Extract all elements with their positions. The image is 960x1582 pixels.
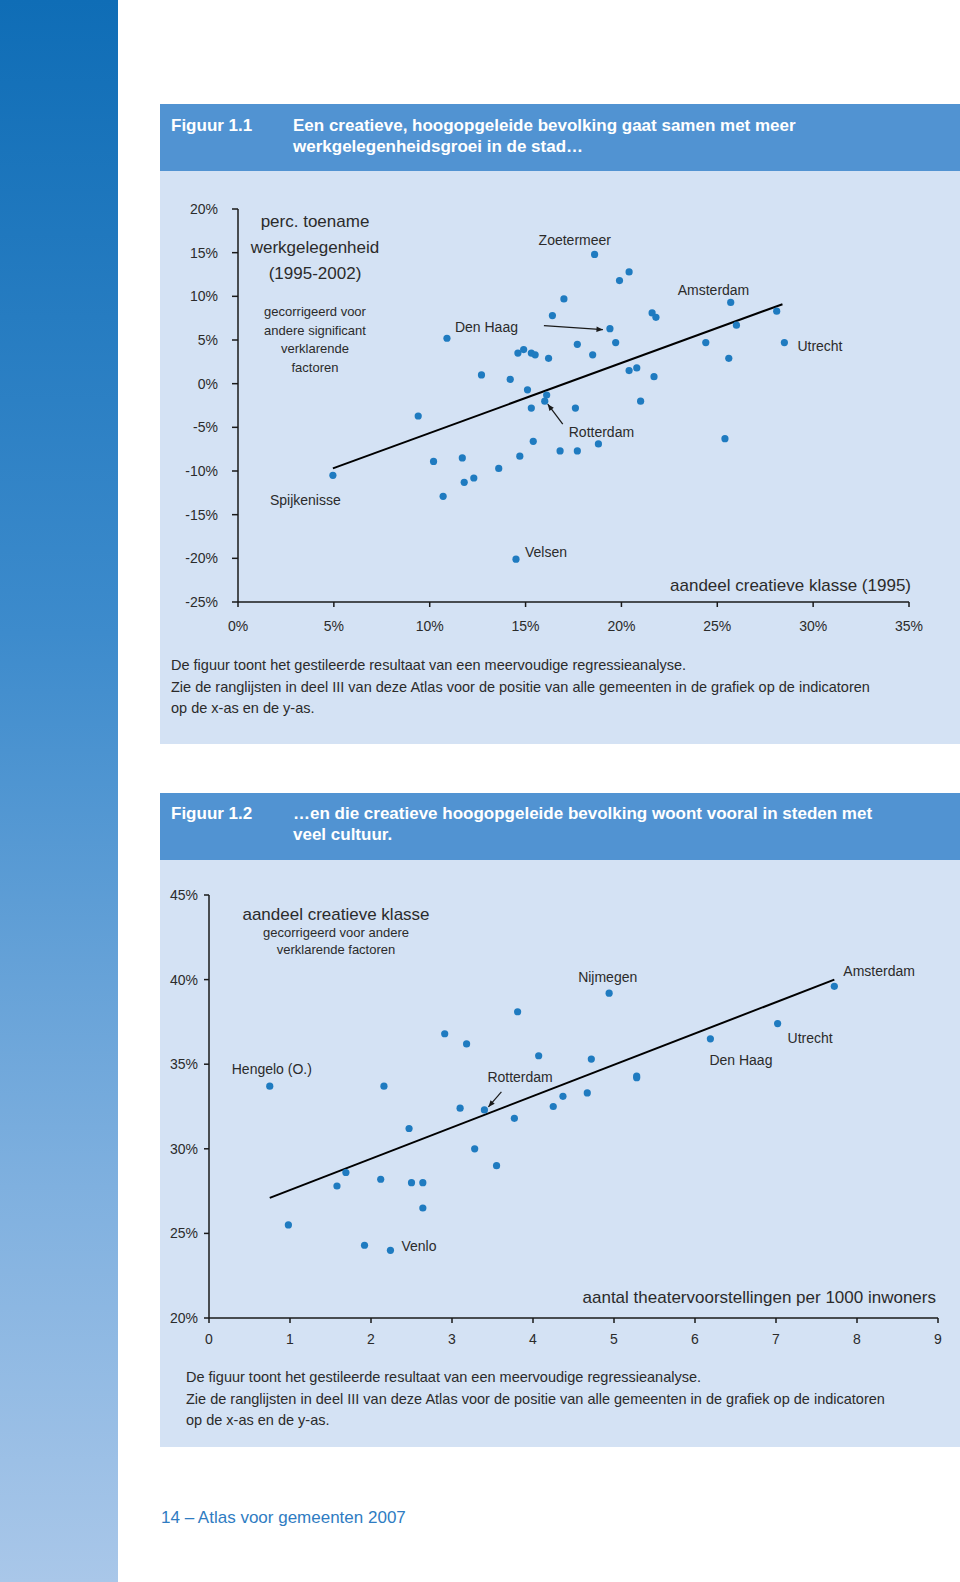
svg-text:10%: 10% (190, 288, 218, 304)
html-text:werkgelegenheid: werkgelegenheid (250, 238, 380, 257)
svg-text:35%: 35% (895, 618, 923, 634)
svg-text:Utrecht: Utrecht (797, 338, 842, 354)
html-text:andere significant: andere significant (264, 322, 366, 338)
html-text:gecorrigeerd voor andere: gecorrigeerd voor andere (263, 925, 409, 940)
html-text:Figuur 1.2: Figuur 1.2 (171, 804, 253, 823)
svg-text:Hengelo (O.): Hengelo (O.) (232, 1061, 312, 1077)
svg-text:2: 2 (367, 1331, 375, 1347)
svg-text:10%: 10% (416, 618, 444, 634)
html-text:perc. toename: perc. toename (260, 212, 370, 231)
svg-text:25%: 25% (170, 1225, 198, 1241)
svg-text:Den Haag: Den Haag (455, 319, 518, 335)
html-text:werkgelegenheidsgroei in de st: werkgelegenheidsgroei in de stad… (293, 137, 583, 156)
svg-text:0: 0 (205, 1331, 213, 1347)
svg-text:4: 4 (529, 1331, 537, 1347)
svg-text:20%: 20% (607, 618, 635, 634)
svg-text:5%: 5% (324, 618, 344, 634)
html-text:Een creatieve, hoogopgeleide b: Een creatieve, hoogopgeleide bevolking g… (293, 116, 796, 135)
svg-text:9: 9 (934, 1331, 942, 1347)
svg-text:30%: 30% (170, 1141, 198, 1157)
html-text:Figuur 1.1: Figuur 1.1 (171, 116, 253, 135)
svg-text:Amsterdam: Amsterdam (678, 282, 750, 298)
svg-text:45%: 45% (170, 887, 198, 903)
svg-text:20%: 20% (190, 201, 218, 217)
svg-text:7: 7 (772, 1331, 780, 1347)
svg-text:Nijmegen: Nijmegen (578, 969, 637, 985)
html-text:veel cultuur.: veel cultuur. (293, 825, 393, 844)
svg-text:Velsen: Velsen (525, 544, 567, 560)
svg-text:Rotterdam: Rotterdam (569, 424, 634, 440)
html-text:Zie de ranglijsten in deel III: Zie de ranglijsten in deel III van deze … (171, 678, 870, 695)
html-text:aandeel creatieve klasse: aandeel creatieve klasse (242, 905, 430, 924)
html-text:Zie de ranglijsten in deel III: Zie de ranglijsten in deel III van deze … (186, 1390, 885, 1407)
svg-text:Zoetermeer: Zoetermeer (539, 232, 612, 248)
html-text:verklarende: verklarende (281, 341, 349, 357)
svg-text:40%: 40% (170, 972, 198, 988)
svg-text:20%: 20% (170, 1310, 198, 1326)
svg-text:6: 6 (691, 1331, 699, 1347)
html-text:op de x-as en de y-as.: op de x-as en de y-as. (171, 700, 315, 716)
svg-text:-10%: -10% (185, 463, 218, 479)
svg-text:-25%: -25% (185, 594, 218, 610)
svg-text:-20%: -20% (185, 550, 218, 566)
html-text:…en die creatieve hoogopgeleid: …en die creatieve hoogopgeleide bevolkin… (293, 804, 873, 823)
html-text:14 – Atlas voor gemeenten 2007: 14 – Atlas voor gemeenten 2007 (161, 1508, 406, 1527)
svg-text:0%: 0% (228, 618, 248, 634)
svg-text:15%: 15% (190, 245, 218, 261)
svg-text:3: 3 (448, 1331, 456, 1347)
svg-text:Spijkenisse: Spijkenisse (270, 492, 341, 508)
html-text:factoren: factoren (291, 360, 339, 376)
svg-text:-5%: -5% (193, 419, 218, 435)
svg-text:-15%: -15% (185, 507, 218, 523)
svg-text:Amsterdam: Amsterdam (843, 963, 915, 979)
svg-text:30%: 30% (799, 618, 827, 634)
svg-text:5: 5 (610, 1331, 618, 1347)
svg-text:25%: 25% (703, 618, 731, 634)
html-text:De figuur toont het gestileerd: De figuur toont het gestileerde resultaa… (171, 657, 687, 673)
html-text:De figuur toont het gestileerd: De figuur toont het gestileerde resultaa… (186, 1369, 702, 1385)
html-text:gecorrigeerd voor: gecorrigeerd voor (264, 304, 366, 319)
svg-text:Den Haag: Den Haag (709, 1052, 772, 1068)
svg-text:35%: 35% (170, 1056, 198, 1072)
svg-text:0%: 0% (198, 376, 218, 392)
svg-text:5%: 5% (198, 332, 218, 348)
svg-text:15%: 15% (512, 618, 540, 634)
html-text:aandeel creatieve klasse (1995: aandeel creatieve klasse (1995) (670, 576, 911, 595)
svg-text:8: 8 (853, 1331, 861, 1347)
svg-text:Rotterdam: Rotterdam (487, 1069, 552, 1085)
html-text:verklarende factoren: verklarende factoren (276, 942, 396, 957)
html-text:aantal theatervoorstellingen p: aantal theatervoorstellingen per 1000 in… (582, 1288, 936, 1307)
svg-text:Utrecht: Utrecht (788, 1030, 833, 1046)
svg-text:Venlo: Venlo (401, 1238, 436, 1254)
svg-text:1: 1 (286, 1331, 294, 1347)
html-text:(1995-2002): (1995-2002) (268, 264, 362, 283)
html-text:op de x-as en de y-as.: op de x-as en de y-as. (186, 1412, 330, 1428)
